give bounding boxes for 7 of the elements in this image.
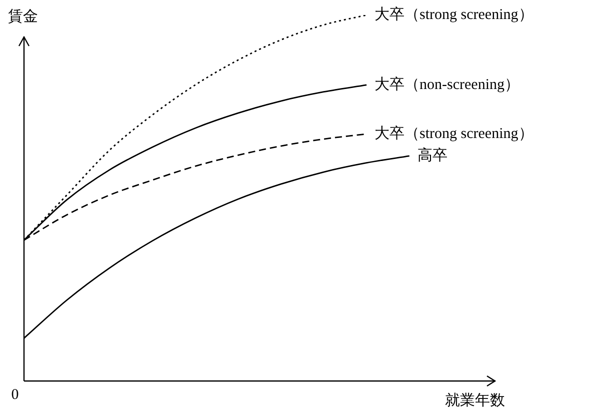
series-label: 大卒（strong screening） <box>374 6 534 25</box>
series-label: 高卒 <box>417 146 448 166</box>
x-axis-title: 就業年数 <box>445 392 505 409</box>
text: 0 <box>11 386 19 403</box>
series-label: 大卒（non-screening） <box>374 76 520 95</box>
series-label: 大卒（strong screening） <box>374 124 534 144</box>
y-axis-title: 賃金 <box>8 8 38 25</box>
